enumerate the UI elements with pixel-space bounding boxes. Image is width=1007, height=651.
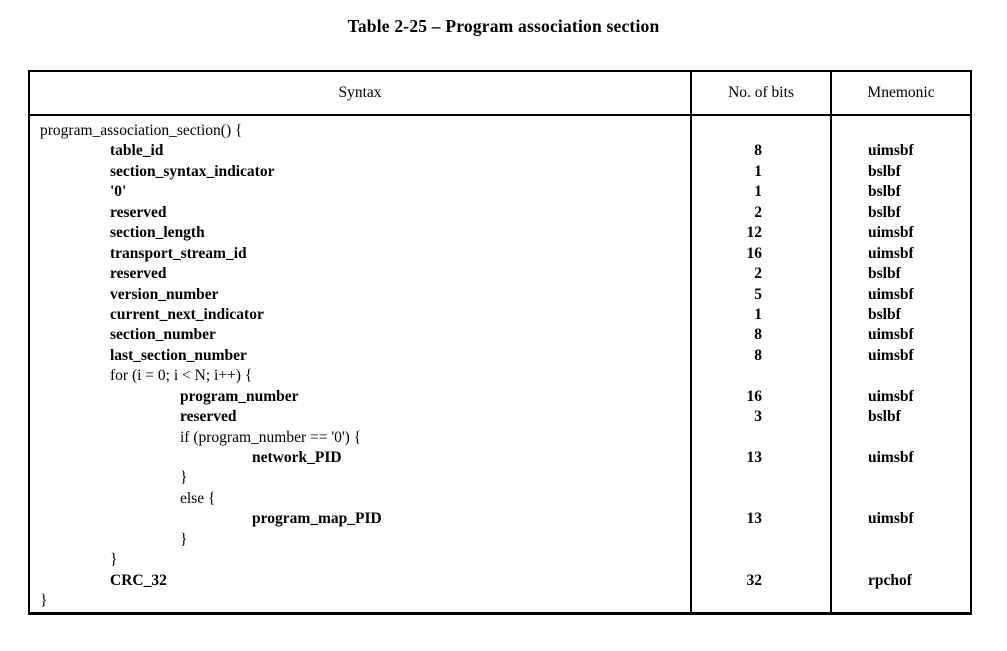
syntax-line: } — [180, 530, 188, 548]
syntax-line: table_id — [110, 142, 164, 160]
bits-value: 1 — [754, 162, 762, 180]
mnemonic-value: rpchof — [868, 571, 912, 589]
syntax-line: section_number — [110, 326, 216, 344]
syntax-line: CRC_32 — [110, 571, 167, 589]
syntax-line: } — [180, 469, 188, 487]
table-header-row: Syntax No. of bits Mnemonic — [30, 72, 970, 116]
mnemonic-value: uimsbf — [868, 142, 914, 160]
bits-value: 2 — [754, 203, 762, 221]
mnemonic-value: uimsbf — [868, 387, 914, 405]
mnemonic-value: bslbf — [868, 305, 901, 323]
bits-value: 5 — [754, 285, 762, 303]
bits-value: 8 — [754, 346, 762, 364]
syntax-line: version_number — [110, 285, 219, 303]
syntax-line: network_PID — [252, 449, 342, 466]
mnemonic-value: uimsbf — [868, 346, 914, 364]
bits-value — [692, 428, 830, 448]
bits-value: 2 — [754, 265, 762, 283]
bits-value — [692, 468, 830, 488]
mnemonic-value: bslbf — [868, 408, 901, 426]
bits-value: 16 — [746, 244, 763, 262]
mnemonic-value: bslbf — [868, 265, 901, 283]
syntax-line: program_number — [180, 387, 299, 405]
syntax-line: reserved — [180, 408, 237, 426]
mnemonic-value: bslbf — [868, 203, 901, 221]
header-mnemonic: Mnemonic — [867, 84, 935, 101]
syntax-line: else { — [180, 489, 216, 507]
mnemonic-value: bslbf — [868, 162, 901, 180]
syntax-line: program_map_PID — [252, 510, 382, 528]
bits-value — [692, 550, 830, 570]
syntax-line: reserved — [110, 265, 167, 283]
syntax-line: transport_stream_id — [110, 244, 247, 262]
mnemonic-value: uimsbf — [868, 285, 914, 303]
bits-value: 12 — [746, 224, 763, 242]
syntax-line: program_association_section() { — [40, 122, 243, 139]
bits-value: 32 — [746, 571, 763, 589]
bits-column: 8 1 1 2 12 16 2 5 1 8 8 16 3 13 13 32 — [692, 116, 832, 612]
mnemonic-value: uimsbf — [868, 244, 914, 262]
mnemonic-column: uimsbf bslbf bslbf bslbf uimsbf uimsbf bslbf ui… — [832, 116, 970, 612]
table-title: Table 2-25 – Program association section — [347, 16, 660, 36]
bits-value: 3 — [754, 408, 762, 426]
bits-value — [692, 366, 830, 386]
mnemonic-value — [832, 530, 970, 550]
syntax-line: reserved — [110, 203, 167, 221]
mnemonic-value — [832, 366, 970, 386]
header-syntax: Syntax — [30, 72, 692, 114]
program-association-section-table: Syntax No. of bits Mnemonic program_asso… — [28, 70, 972, 615]
bits-value — [692, 121, 830, 141]
bits-value: 1 — [754, 183, 762, 201]
mnemonic-value — [832, 428, 970, 448]
syntax-line: section_length — [110, 224, 205, 242]
syntax-line: section_syntax_indicator — [110, 162, 275, 180]
syntax-line: for (i = 0; i < N; i++) { — [110, 367, 253, 385]
bits-value: 16 — [746, 387, 763, 405]
syntax-line: } — [40, 592, 48, 610]
mnemonic-value — [832, 468, 970, 488]
mnemonic-value: uimsbf — [868, 449, 914, 466]
bits-value: 13 — [746, 449, 763, 466]
mnemonic-value — [832, 121, 970, 141]
syntax-line: if (program_number == '0') { — [180, 428, 362, 446]
syntax-line: } — [110, 551, 118, 569]
bits-value: 8 — [754, 326, 762, 344]
mnemonic-value: uimsbf — [868, 224, 914, 242]
mnemonic-value: bslbf — [868, 183, 901, 201]
header-no-of-bits: No. of bits — [692, 72, 832, 114]
mnemonic-value: uimsbf — [868, 326, 914, 344]
syntax-line: last_section_number — [110, 346, 247, 364]
mnemonic-value — [832, 591, 970, 611]
mnemonic-value — [832, 489, 970, 509]
bits-value — [692, 489, 830, 509]
syntax-line: '0' — [110, 183, 127, 201]
bits-value: 8 — [754, 142, 762, 160]
bits-value: 1 — [754, 305, 762, 323]
syntax-line: current_next_indicator — [110, 305, 264, 323]
mnemonic-value — [832, 550, 970, 570]
mnemonic-value: uimsbf — [868, 510, 914, 528]
bits-value: 13 — [746, 510, 763, 528]
bits-value — [692, 591, 830, 611]
bits-value — [692, 530, 830, 550]
